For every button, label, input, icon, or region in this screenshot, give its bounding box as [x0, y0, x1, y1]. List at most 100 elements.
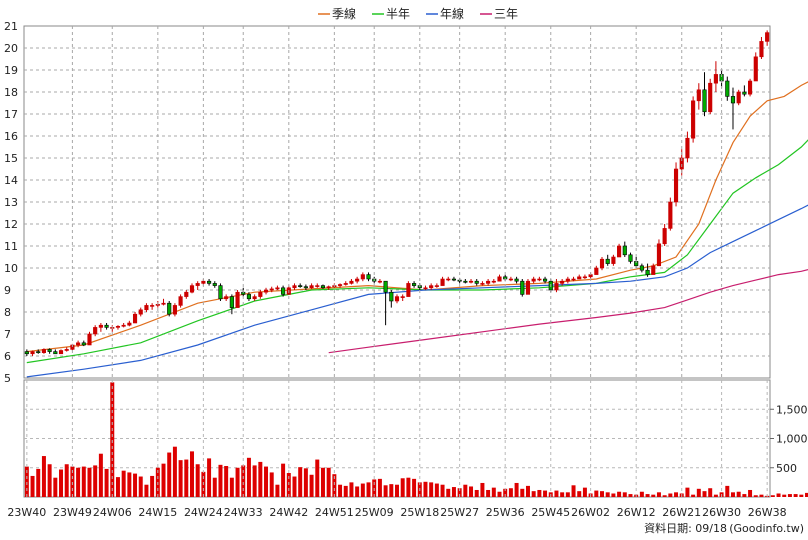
volume-bar [725, 485, 730, 497]
candle-body [167, 302, 172, 315]
volume-bar [104, 468, 109, 497]
volume-bar [383, 485, 388, 497]
candle-body [252, 296, 257, 300]
volume-bar [81, 466, 86, 497]
candle-body [349, 280, 354, 284]
candle-body [58, 350, 64, 355]
volume-bar [423, 481, 428, 497]
volume-bar [674, 492, 679, 497]
candle-body [235, 291, 240, 308]
candle-body [434, 285, 439, 287]
x-tick-label: 24W24 [184, 506, 223, 519]
volume-bar [554, 490, 559, 497]
x-tick-label: 25W27 [440, 506, 479, 519]
candle-body [537, 278, 542, 281]
volume-bar [611, 493, 616, 497]
volume-bar [360, 483, 365, 497]
volume-bar [799, 494, 804, 497]
candle-body [514, 278, 519, 282]
candle-body [639, 265, 644, 271]
volume-bar [628, 494, 633, 497]
source-label: (Goodinfo.tw) [729, 522, 804, 535]
candle-body [531, 278, 536, 282]
volume-bar [617, 491, 622, 497]
volume-bar [47, 464, 52, 497]
candle-body [87, 333, 92, 346]
price-tick-label: 14 [4, 174, 18, 187]
candle-body [64, 349, 69, 351]
volume-bar [514, 482, 519, 497]
x-tick-label: 23W40 [7, 506, 46, 519]
x-tick-label: 24W33 [224, 506, 263, 519]
candle-body [645, 269, 650, 275]
candle-body [730, 96, 736, 104]
ma-line-年線 [26, 204, 808, 378]
x-tick-label: 25W18 [400, 506, 439, 519]
ma-line-半年 [26, 139, 808, 364]
volume-bar [349, 482, 354, 497]
volume-bar [133, 473, 138, 497]
candle-body [617, 245, 622, 258]
candle-body [742, 91, 747, 95]
volume-bar [252, 465, 257, 497]
volume-bar [702, 491, 707, 497]
candle-body [172, 305, 177, 315]
volume-bar [651, 494, 656, 497]
volume-bar [167, 452, 172, 497]
volume-bar [292, 476, 297, 497]
volume-bar [366, 482, 371, 497]
candle-body [668, 201, 673, 229]
x-tick-label: 26W38 [748, 506, 787, 519]
candle-body [47, 349, 52, 352]
candle-body [565, 278, 570, 282]
volume-bar [127, 472, 132, 497]
volume-tick-label: 1,500 [776, 403, 808, 416]
volume-bar [189, 451, 194, 497]
volume-bar [172, 446, 177, 497]
candle-body [753, 56, 758, 82]
price-tick-label: 9 [4, 284, 11, 297]
candle-body [263, 289, 269, 293]
volume-bar [121, 470, 126, 497]
candle-body [702, 89, 707, 113]
volume-bar [639, 491, 644, 497]
volume-bar [451, 487, 456, 497]
volume-bar [565, 492, 570, 497]
candle-body [93, 327, 98, 335]
x-tick-label: 26W12 [617, 506, 656, 519]
candle-body [480, 283, 485, 285]
x-tick-label: 24W42 [269, 506, 308, 519]
volume-bar [184, 459, 189, 497]
volume-bar [508, 488, 513, 497]
candle-body [571, 278, 576, 281]
volume-bar [770, 495, 775, 497]
data-date-label: 資料日期: 09/18 [644, 521, 727, 535]
legend-label: 三年 [494, 7, 518, 21]
price-tick-label: 8 [4, 306, 11, 319]
price-tick-label: 15 [4, 152, 18, 165]
volume-bar [161, 463, 166, 497]
candle-body [423, 287, 428, 290]
candle-body [218, 285, 223, 300]
volume-bar [662, 495, 667, 497]
candle-body [696, 89, 701, 102]
candle-body [446, 278, 451, 281]
volume-bar [41, 456, 46, 497]
volume-bar [377, 478, 382, 497]
volume-bar [787, 494, 792, 497]
candle-body [303, 286, 308, 289]
volume-bar [491, 487, 496, 497]
legend-label: 年線 [440, 6, 464, 21]
volume-bar [753, 495, 758, 497]
candle-body [41, 349, 46, 353]
x-tick-label: 25W09 [355, 506, 394, 519]
candle-body [366, 274, 371, 280]
volume-bar [315, 459, 320, 497]
volume-bar [748, 489, 753, 497]
volume-bar [520, 488, 525, 497]
volume-bar [577, 491, 582, 497]
candle-body [628, 254, 633, 262]
candle-body [195, 283, 200, 286]
candle-body [622, 245, 627, 256]
candle-body [429, 285, 434, 289]
